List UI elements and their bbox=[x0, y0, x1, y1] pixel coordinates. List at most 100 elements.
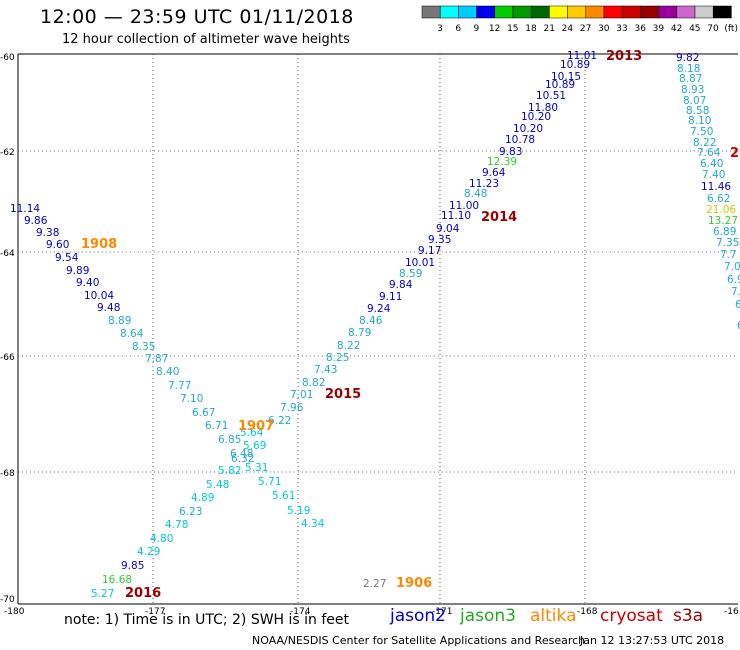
swh-value: 9.84 bbox=[389, 279, 413, 291]
swh-value: 7.96 bbox=[280, 402, 304, 414]
map-frame bbox=[17, 53, 738, 605]
latitude-label: -68 bbox=[0, 469, 15, 479]
colorbar-swatch bbox=[585, 5, 605, 19]
colorbar-swatch bbox=[494, 5, 514, 19]
swh-value: 5.19 bbox=[287, 505, 310, 517]
swh-value: 5.27 bbox=[91, 588, 114, 600]
swh-value: 10.20 bbox=[521, 111, 551, 123]
footer-timestamp: Jan 12 13:27:53 UTC 2018 bbox=[580, 634, 725, 647]
colorbar-label: 21 bbox=[543, 24, 554, 34]
colorbar-swatch bbox=[530, 5, 550, 19]
swh-value: 11.23 bbox=[469, 178, 499, 190]
swh-value: 21.06 bbox=[706, 204, 736, 216]
swh-value: 4.80 bbox=[150, 533, 173, 545]
longitude-label: -177 bbox=[145, 607, 165, 617]
colorbar-label: 18 bbox=[525, 24, 537, 34]
swh-value: 7.35 bbox=[716, 237, 739, 249]
swh-value: 5.82 bbox=[218, 465, 241, 477]
track-time-label: 2 bbox=[730, 146, 739, 161]
swh-value: 9.38 bbox=[36, 227, 59, 239]
swh-value: 8.48 bbox=[464, 188, 487, 200]
track-time-label: 1908 bbox=[81, 237, 117, 252]
swh-value: 9.85 bbox=[121, 560, 144, 572]
latitude-label: -70 bbox=[0, 595, 15, 605]
swh-value: 9.24 bbox=[367, 303, 391, 315]
swh-value: 10.01 bbox=[405, 257, 435, 269]
swh-value: 9.89 bbox=[66, 265, 89, 277]
swh-value: 8.58 bbox=[686, 105, 709, 117]
latitude-label: -62 bbox=[0, 148, 15, 158]
legend-cryosat: cryosat bbox=[600, 606, 663, 626]
longitude-label: -180 bbox=[4, 607, 25, 617]
track-time-label: 2015 bbox=[325, 387, 361, 402]
swh-value: 7.7 bbox=[720, 249, 737, 261]
swh-value: 5.48 bbox=[206, 479, 229, 491]
swh-value: 8.87 bbox=[679, 73, 702, 85]
longitude-label: -171 bbox=[432, 607, 452, 617]
colorbar-swatch bbox=[567, 5, 587, 19]
swh-value: 9.17 bbox=[418, 245, 441, 257]
colorbar-label: 12 bbox=[489, 24, 500, 34]
swh-value: 11.00 bbox=[449, 200, 479, 212]
colorbar-label: 30 bbox=[598, 24, 610, 34]
swh-value: 9.48 bbox=[97, 302, 120, 314]
swh-value: 4.29 bbox=[137, 546, 160, 558]
swh-value: 10.89 bbox=[560, 59, 590, 71]
swh-value: 9.86 bbox=[24, 215, 48, 227]
swh-value: 10.51 bbox=[536, 90, 566, 102]
swh-value: 6.40 bbox=[700, 158, 723, 170]
swh-value: 11.01 bbox=[567, 50, 597, 62]
swh-value: 11.80 bbox=[528, 102, 558, 114]
colorbar-label: 70 bbox=[707, 24, 719, 34]
colorbar-swatch bbox=[621, 5, 641, 19]
swh-value: 9.54 bbox=[55, 252, 79, 264]
colorbar-swatch bbox=[549, 5, 568, 19]
swh-value: 6.32 bbox=[231, 453, 254, 465]
colorbar-label: 42 bbox=[671, 24, 682, 34]
legend-altika: altika bbox=[530, 606, 577, 626]
swh-value: 7.0 bbox=[724, 261, 740, 273]
latitude-label: -60 bbox=[0, 53, 15, 63]
colorbar-label: 9 bbox=[474, 24, 480, 34]
swh-value: 10.04 bbox=[84, 290, 114, 302]
latitude-label: -66 bbox=[0, 353, 15, 363]
colorbar-swatch bbox=[658, 5, 678, 19]
legend-jason2: jason2 bbox=[390, 606, 446, 626]
swh-value: 6.85 bbox=[218, 434, 241, 446]
swh-value: 5.69 bbox=[243, 440, 266, 452]
swh-value: 16.68 bbox=[102, 574, 132, 586]
axis-labels: -60 -62 -64 -66 -68 -70 -180 -177 -174 -171 -168 -1… bbox=[0, 53, 739, 617]
swh-value: 6.22 bbox=[268, 415, 291, 427]
swh-value: 7.01 bbox=[290, 389, 313, 401]
swh-value: 9.60 bbox=[46, 239, 69, 251]
colorbar-swatch bbox=[676, 5, 696, 19]
swh-value: 7.87 bbox=[145, 353, 168, 365]
colorbar-label: 15 bbox=[507, 24, 518, 34]
swh-value: 10.20 bbox=[513, 123, 543, 135]
swh-value: 8.22 bbox=[693, 137, 716, 149]
colorbar-label: 33 bbox=[616, 24, 627, 34]
swh-value: 8.59 bbox=[399, 268, 422, 280]
swh-value: 2.27 bbox=[363, 578, 386, 590]
swh-value: 8.82 bbox=[302, 377, 325, 389]
swh-value: 8.10 bbox=[688, 115, 711, 127]
swh-value: 10.78 bbox=[505, 134, 535, 146]
swh-value: 11.46 bbox=[701, 181, 731, 193]
swh-value: 6.89 bbox=[713, 226, 736, 238]
swh-value: 8.22 bbox=[337, 340, 360, 352]
swh-value: 8.35 bbox=[132, 341, 155, 353]
colorbar-swatch bbox=[603, 5, 623, 19]
track-time-label: 2014 bbox=[481, 210, 517, 225]
colorbar-label: 3 bbox=[437, 24, 443, 34]
swh-value: 8.40 bbox=[156, 366, 179, 378]
swh-value: 6.71 bbox=[205, 420, 228, 432]
swh-value: 5.71 bbox=[258, 476, 281, 488]
swh-value: 4.89 bbox=[191, 492, 214, 504]
swh-value: 7.50 bbox=[690, 126, 713, 138]
swh-value: 4.78 bbox=[165, 519, 188, 531]
colorbar-label: 45 bbox=[689, 24, 700, 34]
swh-value: 10.89 bbox=[545, 79, 575, 91]
map-grid bbox=[18, 54, 738, 604]
swh-value: 6.48 bbox=[230, 448, 253, 460]
swh-value: 9.40 bbox=[76, 277, 99, 289]
